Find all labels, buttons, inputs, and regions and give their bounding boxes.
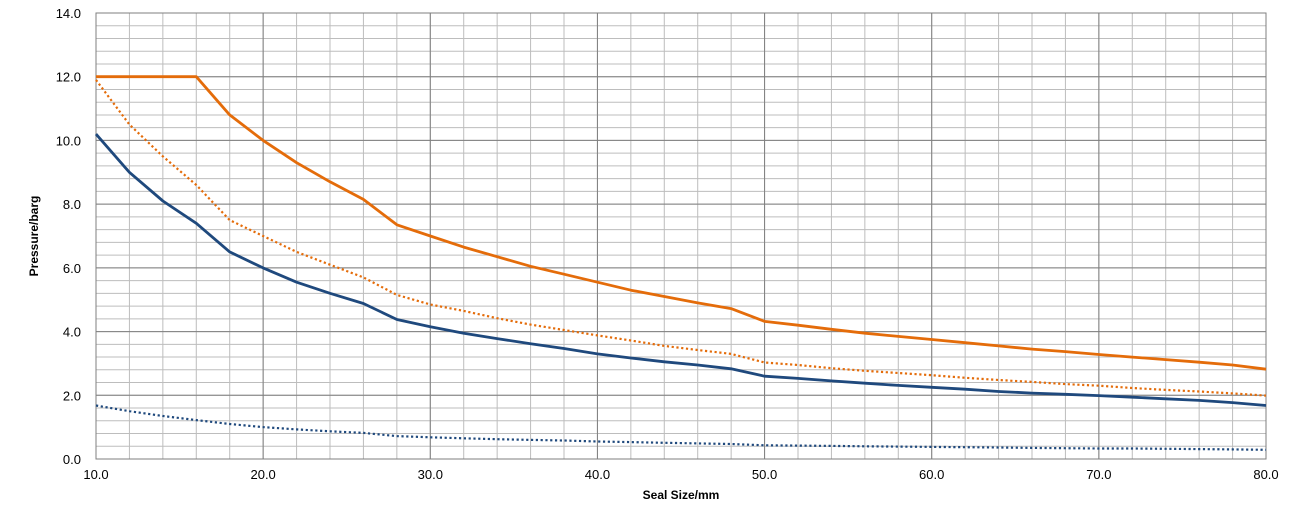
- y-tick-label: 8.0: [63, 197, 81, 212]
- y-tick-label: 4.0: [63, 325, 81, 340]
- x-tick-label: 60.0: [919, 467, 944, 482]
- x-axis: 10.0 20.0 30.0 40.0 50.0 60.0 70.0 80.0: [83, 467, 1278, 482]
- x-axis-title: Seal Size/mm: [643, 488, 720, 502]
- x-tick-label: 40.0: [585, 467, 610, 482]
- y-tick-label: 10.0: [56, 133, 81, 148]
- x-tick-label: 70.0: [1086, 467, 1111, 482]
- x-tick-label: 50.0: [752, 467, 777, 482]
- y-tick-label: 2.0: [63, 388, 81, 403]
- y-axis: 0.0 2.0 4.0 6.0 8.0 10.0 12.0 14.0: [56, 6, 81, 467]
- plot-border: [95, 12, 1267, 460]
- minor-grid: [96, 13, 1266, 459]
- y-tick-label: 14.0: [56, 6, 81, 21]
- series-line-1: [96, 75, 1267, 371]
- major-grid: [96, 13, 1266, 459]
- y-tick-label: 6.0: [63, 261, 81, 276]
- x-tick-label: 30.0: [418, 467, 443, 482]
- series-line-3: [94, 133, 1267, 407]
- series-layer: [94, 75, 1267, 451]
- y-tick-label: 0.0: [63, 452, 81, 467]
- x-tick-label: 80.0: [1253, 467, 1278, 482]
- series-line-4: [95, 404, 1267, 451]
- y-tick-label: 12.0: [56, 70, 81, 85]
- y-axis-title: Pressure/barg: [27, 196, 41, 277]
- x-tick-label: 20.0: [250, 467, 275, 482]
- plot-area: [95, 12, 1267, 460]
- x-tick-label: 10.0: [83, 467, 108, 482]
